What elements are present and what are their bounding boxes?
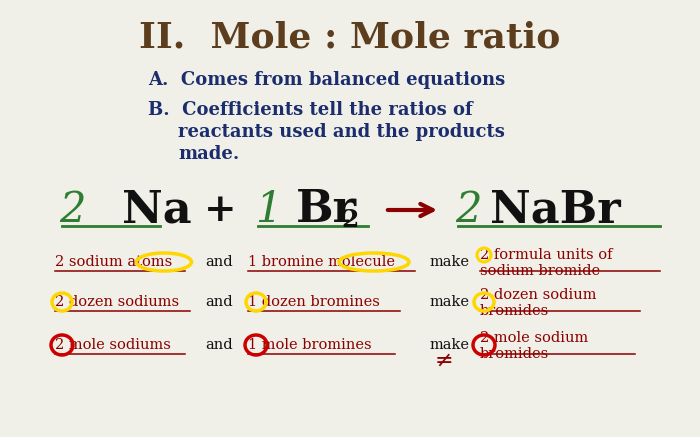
Text: 1 mole bromines: 1 mole bromines [248,338,372,352]
Text: 2 sodium atoms: 2 sodium atoms [55,255,172,269]
Text: 2 mole sodiums: 2 mole sodiums [55,338,171,352]
Text: 2 formula units of: 2 formula units of [480,248,612,262]
Text: 1 bromine molecule: 1 bromine molecule [248,255,395,269]
Text: and: and [205,255,232,269]
Text: and: and [205,295,232,309]
Text: make: make [430,255,470,269]
Text: Na: Na [122,188,192,232]
Text: 2 mole sodium: 2 mole sodium [480,331,588,345]
Text: bromides: bromides [480,304,550,318]
Text: 1 dozen bromines: 1 dozen bromines [248,295,380,309]
Text: 2: 2 [59,189,85,231]
Text: sodium bromide: sodium bromide [480,264,600,278]
Text: make: make [430,295,470,309]
Text: Br: Br [296,188,357,232]
Text: $\neq$: $\neq$ [430,351,452,371]
Text: +: + [204,191,237,229]
Text: reactants used and the products: reactants used and the products [178,123,505,141]
Text: 2 dozen sodiums: 2 dozen sodiums [55,295,179,309]
Text: 2 dozen sodium: 2 dozen sodium [480,288,596,302]
Text: 1: 1 [255,189,281,231]
Text: make: make [430,338,470,352]
Text: A.  Comes from balanced equations: A. Comes from balanced equations [148,71,505,89]
Text: II.  Mole : Mole ratio: II. Mole : Mole ratio [139,21,561,55]
Text: 2: 2 [455,189,482,231]
Text: 2: 2 [342,208,358,232]
Text: and: and [205,338,232,352]
Text: B.  Coefficients tell the ratios of: B. Coefficients tell the ratios of [148,101,473,119]
Text: NaBr: NaBr [490,188,621,232]
Text: made.: made. [178,145,239,163]
Text: bromides: bromides [480,347,550,361]
